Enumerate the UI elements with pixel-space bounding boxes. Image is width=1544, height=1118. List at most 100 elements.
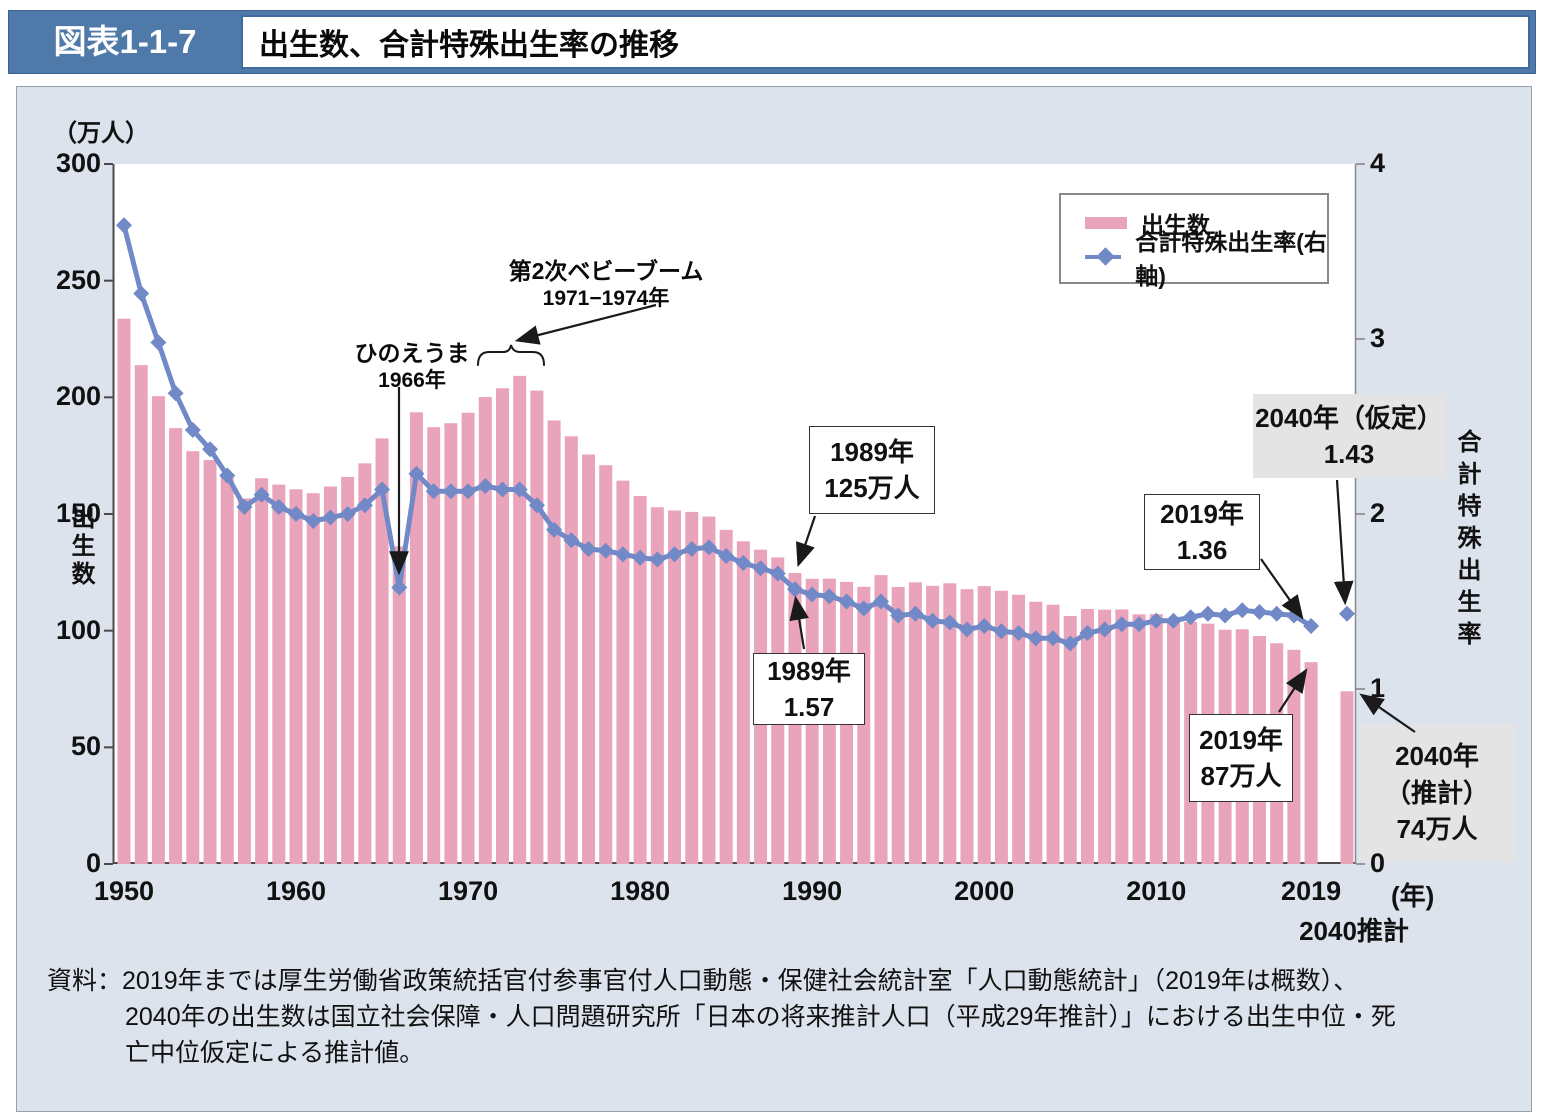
births-bar-1970: [461, 412, 475, 864]
births-bar-2010: [1149, 614, 1163, 864]
births-bar-1993: [857, 586, 871, 864]
tfr-marker-1979: [614, 546, 631, 563]
births-bar-2001: [994, 590, 1008, 864]
tfr-marker-2013: [1199, 605, 1216, 622]
births-bar-1975: [547, 420, 561, 864]
callout-text: 1989年: [767, 655, 851, 686]
callout-text: 1.43: [1323, 439, 1375, 469]
tfr-marker-1984: [700, 539, 717, 556]
right-axis-label-4: 4: [1370, 148, 1386, 178]
tfr-marker-1975: [546, 521, 563, 538]
x-axis-label-1950: 1950: [93, 876, 155, 906]
tfr-marker-1989: [786, 581, 803, 598]
tfr-marker-1974: [528, 497, 545, 514]
left-axis-label-50: 50: [70, 731, 101, 762]
births-bar-1951: [134, 365, 148, 864]
x-axis-label-2000: 2000: [954, 876, 1015, 906]
tfr-marker-1987: [752, 560, 769, 577]
births-bar-1953: [169, 428, 183, 864]
tfr-marker-2016: [1251, 604, 1268, 620]
births-bar-1950: [117, 318, 131, 864]
callout-text: 74万人: [1396, 814, 1478, 845]
callout-text: 2040年（仮定）: [1255, 402, 1443, 433]
chart-panel: （万人） 出生数 合計特殊出生率 (年) 2040推計 出生数 合計特殊出生率(…: [16, 86, 1532, 1112]
tfr-marker-1967: [408, 465, 425, 482]
tfr-marker-1971: [477, 478, 494, 494]
births-bar-2019: [1304, 662, 1318, 864]
callout-tfr-1989: 1989年 1.57: [753, 653, 865, 725]
tfr-line: [121, 224, 1313, 647]
births-bar-1954: [186, 451, 200, 864]
births-bar-1957: [237, 498, 251, 864]
births-bar-2005: [1063, 615, 1077, 864]
x-axis-label-1980: 1980: [610, 876, 671, 906]
births-bar-1978: [599, 465, 613, 864]
tfr-marker-2004: [1045, 630, 1062, 647]
births-bar-1979: [616, 480, 630, 864]
tfr-marker-1954: [184, 422, 201, 438]
x-axis-label-1970: 1970: [438, 876, 499, 906]
tfr-marker-1956: [219, 467, 236, 484]
tfr-marker-2001: [993, 623, 1010, 640]
callout-births-2019: 2019年 87万人: [1189, 714, 1293, 802]
tfr-marker-1995: [890, 607, 907, 624]
left-axis-label-150: 150: [55, 498, 101, 528]
tfr-marker-1988: [769, 565, 786, 582]
callout-tfr-2019: 2019年 1.36: [1144, 494, 1260, 570]
births-bar-1984: [702, 516, 716, 864]
legend-tfr-label: 合計特殊出生率(右軸): [1135, 229, 1327, 289]
left-axis-label-200: 200: [55, 381, 101, 412]
x-tick-2040-estimate: 2040推計: [1299, 916, 1409, 946]
callout-births-1989: 1989年 125万人: [809, 426, 935, 514]
births-bar-1983: [685, 511, 699, 864]
legend-item-tfr: 合計特殊出生率(右軸): [1085, 229, 1327, 289]
tfr-marker-2005: [1062, 635, 1079, 652]
legend-item-births: 出生数: [1085, 208, 1327, 238]
tfr-marker-2008: [1113, 616, 1130, 633]
callout-text: 125万人: [824, 473, 920, 503]
births-bar-1955: [203, 460, 217, 864]
callout-text: 2019年: [1199, 724, 1283, 755]
tfr-marker-1966: [391, 579, 408, 596]
annotation-second-babyboom: 第2次ベビーブーム 1971−1974年: [491, 257, 721, 312]
tfr-marker-1957: [236, 499, 253, 515]
callout-births-2040: 2040年 （推計） 74万人: [1359, 724, 1515, 862]
births-bar-1963: [341, 476, 355, 864]
births-bar-1974: [530, 390, 544, 864]
births-bar-1996: [908, 582, 922, 864]
births-bar-2002: [1012, 594, 1026, 864]
tfr-marker-2011: [1165, 612, 1182, 629]
left-axis-label-250: 250: [55, 264, 101, 295]
tfr-marker-1983: [683, 541, 700, 557]
annotation-text: 1966年: [378, 368, 446, 392]
births-bar-1966: [392, 546, 406, 864]
tfr-marker-2009: [1131, 616, 1148, 633]
births-bar-1976: [564, 436, 578, 864]
births-bar-1972: [495, 388, 509, 864]
annotation-text: 1971−1974年: [542, 286, 670, 310]
tfr-marker-1993: [855, 600, 872, 617]
births-bar-1959: [272, 484, 286, 864]
left-axis-label-0: 0: [85, 848, 101, 878]
tfr-marker-1964: [356, 497, 373, 514]
tfr-marker-1986: [735, 555, 752, 571]
tfr-marker-1973: [511, 481, 528, 498]
legend-births-label: 出生数: [1141, 212, 1210, 238]
tfr-marker-1953: [167, 385, 184, 402]
tfr-marker-1963: [339, 506, 356, 522]
births-bar-1994: [874, 575, 888, 864]
births-bar-1967: [409, 412, 423, 864]
tfr-marker-1969: [442, 483, 459, 500]
births-bar-2009: [1132, 614, 1146, 864]
tfr-marker-2014: [1217, 607, 1234, 624]
callout-text: 1.57: [783, 692, 835, 722]
births-bar-1999: [960, 589, 974, 864]
source-line: 2040年の出生数は国立社会保障・人口問題研究所「日本の将来推計人口（平成29年…: [125, 1003, 1396, 1031]
tfr-marker-1958: [253, 486, 270, 503]
births-bar-2000: [977, 586, 991, 864]
right-axis-label-0: 0: [1370, 848, 1386, 878]
births-bar-1998: [943, 583, 957, 864]
births-bar-1964: [358, 463, 372, 864]
births-bar-1986: [736, 541, 750, 864]
